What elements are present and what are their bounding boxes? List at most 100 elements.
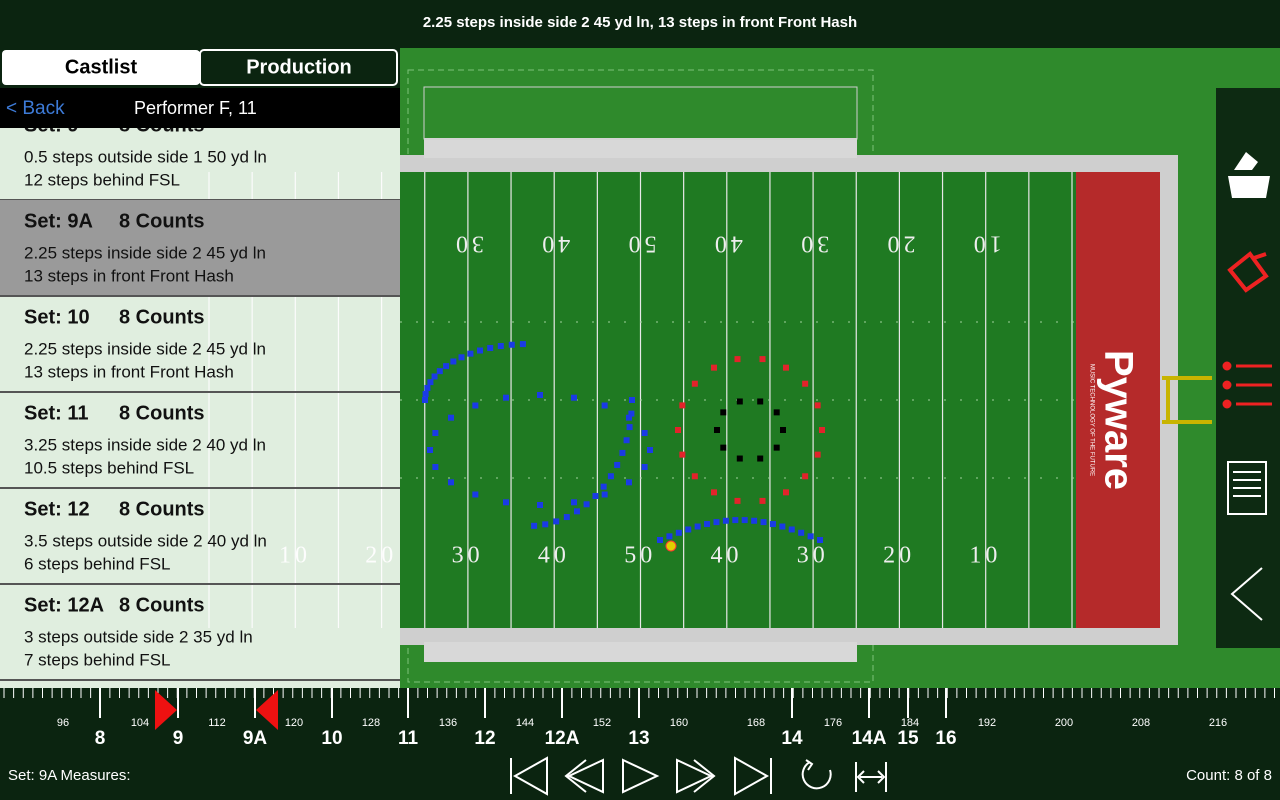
performer — [666, 533, 673, 540]
first-button[interactable] — [510, 756, 548, 796]
yard-number: 30 — [452, 230, 484, 256]
performer — [760, 519, 767, 526]
basket-icon[interactable] — [1228, 152, 1270, 198]
set-label: 14A — [852, 728, 887, 749]
tab[interactable] — [199, 49, 398, 86]
performer — [798, 529, 805, 536]
performer — [458, 354, 465, 361]
performer — [734, 497, 741, 504]
performer — [432, 463, 439, 470]
performer — [783, 364, 789, 371]
performer — [714, 427, 720, 433]
performer — [542, 521, 549, 528]
count-label: 192 — [978, 717, 996, 729]
goalpost — [1162, 376, 1212, 424]
performer — [713, 519, 720, 526]
loop-button[interactable] — [801, 759, 832, 790]
performer — [734, 356, 741, 363]
tab[interactable] — [2, 50, 200, 85]
performer — [427, 447, 433, 453]
performer — [807, 533, 814, 540]
count-label: 144 — [516, 717, 534, 729]
team-area — [423, 86, 858, 140]
count-label: 208 — [1132, 717, 1150, 729]
footer-count: Count: 8 of 8 — [1186, 767, 1272, 784]
performer — [508, 341, 515, 348]
performer — [570, 499, 577, 506]
performer — [563, 514, 570, 521]
performer — [691, 380, 698, 387]
performer — [537, 502, 543, 508]
tab-label[interactable]: Production — [246, 56, 352, 78]
performer — [553, 518, 560, 525]
prev-button[interactable] — [564, 758, 604, 794]
performer — [537, 392, 543, 398]
logo: Pyware — [1096, 350, 1140, 490]
range-start — [155, 690, 177, 730]
performer — [704, 521, 711, 528]
performer — [472, 402, 479, 409]
set-label: 14 — [781, 728, 803, 749]
performer — [422, 397, 428, 403]
performer — [819, 427, 825, 433]
yard-number: 40 — [538, 543, 570, 569]
performer — [641, 430, 648, 437]
nav-bar — [0, 88, 400, 128]
selected-performer — [665, 540, 677, 552]
count-label: 168 — [747, 717, 765, 729]
yard-number: 40 — [711, 230, 743, 256]
performer — [814, 402, 821, 409]
performer — [570, 394, 577, 401]
performer — [759, 356, 766, 363]
performer — [448, 414, 455, 421]
next-button[interactable] — [676, 758, 716, 794]
team-box — [424, 642, 857, 662]
set-label: 10 — [321, 728, 342, 749]
performer — [600, 483, 607, 490]
performer — [628, 410, 635, 417]
status: 2.25 steps inside side 2 45 yd ln, 13 st… — [423, 14, 857, 31]
set-line: 2.25 steps inside side 2 45 yd ln — [24, 243, 266, 262]
set-label: 15 — [897, 728, 919, 749]
play-button[interactable] — [622, 758, 660, 794]
performer — [503, 394, 510, 401]
set-line: 13 steps in front Front Hash — [24, 266, 234, 285]
yard-number: 50 — [625, 230, 657, 256]
performer — [736, 398, 743, 405]
performer — [720, 409, 727, 416]
yard-number: 20 — [884, 230, 916, 256]
collapse-icon[interactable] — [1230, 567, 1263, 621]
yard-number: 40 — [538, 230, 570, 256]
performer — [519, 341, 526, 348]
performer — [487, 344, 494, 351]
performer — [788, 526, 795, 533]
count-label: 200 — [1055, 717, 1073, 729]
back-button[interactable]: < Back — [6, 98, 65, 119]
count-label: 176 — [824, 717, 842, 729]
performer — [675, 427, 681, 433]
performer — [448, 479, 455, 486]
performer — [623, 437, 630, 444]
yard-number: 30 — [797, 230, 829, 256]
performer — [614, 461, 621, 468]
performer — [625, 414, 632, 421]
tab-label[interactable]: Castlist — [65, 56, 138, 78]
set-label: 11 — [398, 728, 419, 749]
performer — [424, 384, 431, 391]
fit-button[interactable] — [855, 762, 887, 792]
performer — [685, 526, 692, 533]
performer — [802, 380, 809, 387]
performer — [722, 517, 729, 524]
doc-icon[interactable] — [1227, 461, 1267, 515]
set-line: 0.5 steps outside side 1 50 yd ln — [24, 147, 267, 166]
set-counts: 8 Counts — [119, 594, 205, 616]
last-button[interactable] — [734, 756, 772, 796]
set-line: 3.25 steps inside side 2 40 yd ln — [24, 435, 266, 454]
count-label: 104 — [131, 717, 149, 729]
set-label: 16 — [935, 728, 956, 749]
paint-icon[interactable] — [1227, 251, 1269, 293]
performer — [497, 343, 504, 350]
performer — [711, 489, 717, 496]
set-counts: 8 Counts — [119, 498, 205, 520]
list-icon[interactable] — [1222, 361, 1272, 409]
